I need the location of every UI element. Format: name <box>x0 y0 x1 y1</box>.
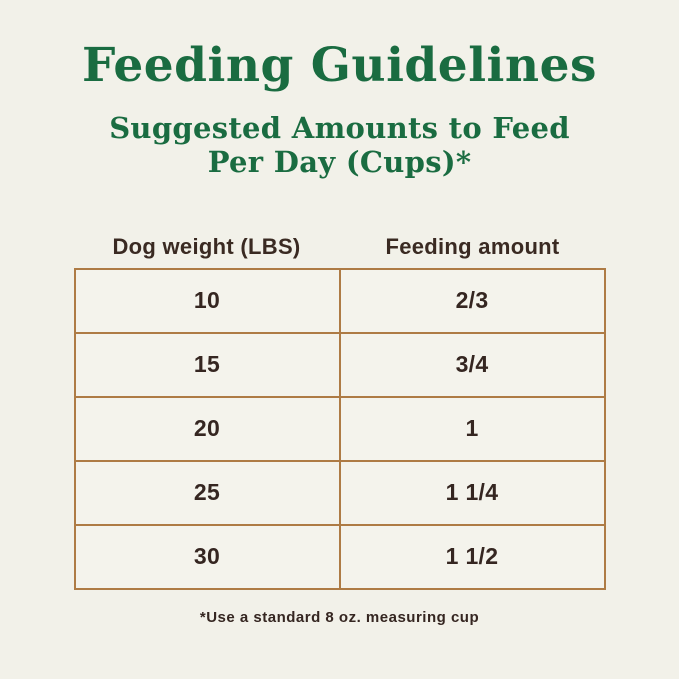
subtitle-line-1: Suggested Amounts to Feed <box>109 110 570 145</box>
table-row: 30 1 1/2 <box>73 523 606 590</box>
subtitle-line-2: Per Day (Cups)* <box>207 144 472 179</box>
table-row: 20 1 <box>73 395 606 462</box>
column-header-dog-weight: Dog weight (LBS) <box>112 233 301 259</box>
feeding-amount-cell: 1 1/2 <box>338 523 606 590</box>
feeding-amount-cell: 1 1/4 <box>338 459 606 526</box>
feeding-table: 10 2/3 15 3/4 20 1 25 1 1/4 30 1 1/2 <box>73 267 606 590</box>
table-row: 10 2/3 <box>73 267 606 334</box>
table-row: 25 1 1/4 <box>73 459 606 526</box>
dog-weight-cell: 15 <box>73 331 341 398</box>
feeding-amount-cell: 3/4 <box>338 331 606 398</box>
column-header-feeding-amount: Feeding amount <box>385 233 560 259</box>
footnote: *Use a standard 8 oz. measuring cup <box>199 608 480 626</box>
dog-weight-cell: 25 <box>73 459 341 526</box>
dog-weight-cell: 10 <box>73 267 341 334</box>
dog-weight-cell: 30 <box>73 523 341 590</box>
feeding-amount-cell: 1 <box>338 395 606 462</box>
dog-weight-cell: 20 <box>73 395 341 462</box>
table-row: 15 3/4 <box>73 331 606 398</box>
table-column-headers: Dog weight (LBS) Feeding amount <box>74 234 606 260</box>
page-title: Feeding Guidelines <box>82 38 597 93</box>
page-subtitle: Suggested Amounts to Feed Per Day (Cups)… <box>0 110 679 180</box>
feeding-amount-cell: 2/3 <box>338 267 606 334</box>
